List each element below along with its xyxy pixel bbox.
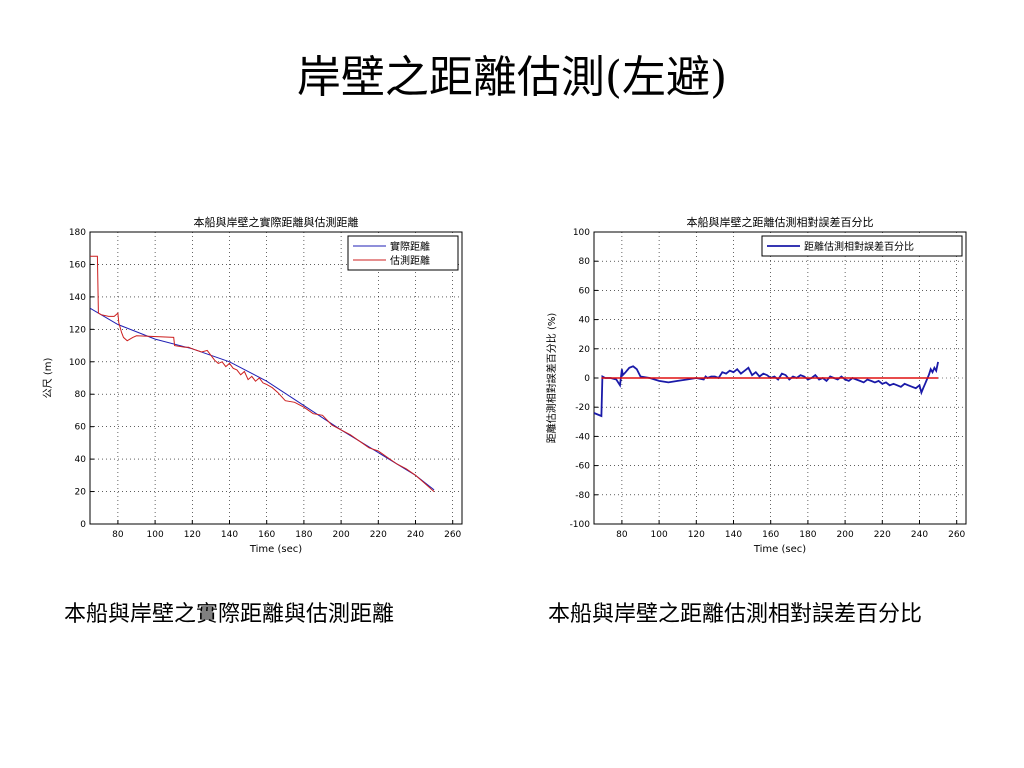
y-tick-label: 160	[69, 260, 86, 270]
y-tick-label: -20	[575, 403, 590, 413]
x-tick-label: 200	[333, 530, 350, 540]
y-tick-label: 80	[75, 390, 87, 400]
y-tick-label: -100	[570, 520, 591, 530]
chart-svg: 80 100 120 140 160 180 200 220 240 260 0 20 40 60 80 10…	[42, 215, 463, 555]
y-tick-label: 80	[579, 257, 591, 267]
x-tick-label: 120	[184, 530, 201, 540]
y-axis-label: 距離估測相對誤差百分比 (%)	[545, 313, 558, 444]
y-tick-label: 120	[69, 325, 86, 335]
y-axis-label: 公尺 (m)	[42, 358, 54, 399]
y-tick-label: -40	[575, 432, 590, 442]
plot-area	[90, 232, 462, 524]
y-tick-label: 20	[579, 345, 591, 355]
chart-relative-error-percentage: 80 100 120 140 160 180 200 220 240 260 -100 -80 -60-…	[542, 206, 972, 558]
y-tick-label: 100	[573, 228, 590, 238]
x-tick-label: 80	[112, 530, 124, 540]
y-tick-label: 40	[75, 455, 87, 465]
y-tick-label: 40	[579, 316, 591, 326]
y-tick-label: 60	[75, 423, 87, 433]
x-axis-label: Time (sec)	[249, 544, 302, 555]
x-tick-label: 160	[762, 530, 779, 540]
caption-right: 本船與岸壁之距離估測相對誤差百分比	[548, 602, 923, 627]
x-tick-label: 140	[221, 530, 238, 540]
x-tick-label: 240	[911, 530, 928, 540]
chart-title: 本船與岸壁之實際距離與估測距離	[194, 215, 359, 229]
y-tick-label: 140	[69, 293, 86, 303]
x-tick-label: 160	[258, 530, 275, 540]
x-tick-label: 180	[799, 530, 816, 540]
y-tick-label: 100	[69, 358, 86, 368]
x-tick-label: 220	[874, 530, 891, 540]
y-tick-label: 60	[579, 286, 591, 296]
x-tick-label: 260	[444, 530, 461, 540]
x-tick-label: 260	[948, 530, 965, 540]
legend-label: 距離估測相對誤差百分比	[804, 240, 914, 253]
x-tick-label: 180	[295, 530, 312, 540]
series-line-1	[90, 255, 435, 492]
x-tick-label: 100	[651, 530, 668, 540]
chart-actual-vs-estimated-distance: 80 100 120 140 160 180 200 220 240 260 0 20 40 60 80 10…	[38, 206, 468, 558]
y-tick-label: -80	[575, 491, 590, 501]
x-axis-label: Time (sec)	[753, 544, 806, 555]
x-tick-label: 80	[616, 530, 628, 540]
x-tick-label: 140	[725, 530, 742, 540]
x-tick-label: 100	[147, 530, 164, 540]
legend-box	[761, 235, 963, 257]
chart-title: 本船與岸壁之距離估測相對誤差百分比	[687, 215, 874, 229]
legend-label: 實際距離	[390, 240, 430, 253]
slide-title: 岸壁之距離估測(左避)	[296, 52, 728, 103]
x-tick-label: 200	[837, 530, 854, 540]
y-tick-label: 20	[75, 488, 87, 498]
x-tick-label: 220	[370, 530, 387, 540]
chart-svg: 80 100 120 140 160 180 200 220 240 260-100-80-60-…	[545, 215, 967, 555]
axes-frame	[89, 231, 463, 525]
legend-label: 估測距離	[390, 254, 430, 267]
x-tick-label: 120	[688, 530, 705, 540]
legend-box	[347, 235, 459, 271]
x-tick-label: 240	[407, 530, 424, 540]
y-tick-label: 0	[80, 520, 86, 530]
y-tick-label: -60	[575, 462, 590, 472]
y-tick-label: 0	[584, 374, 590, 384]
y-tick-label: 180	[69, 228, 86, 238]
caption-left: 本船與岸壁之實際距離與估測距離	[64, 602, 395, 627]
